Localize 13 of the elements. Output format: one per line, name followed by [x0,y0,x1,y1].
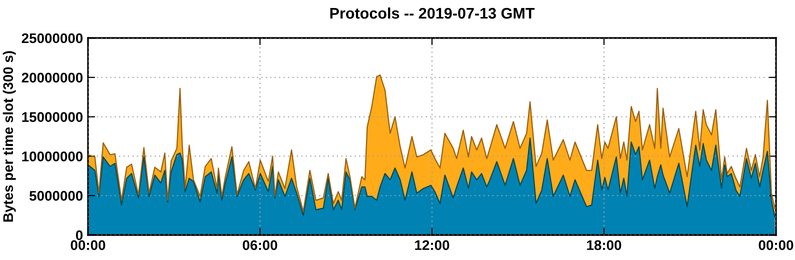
x-tick-label: 00:00 [758,240,794,250]
chart-title: Protocols -- 2019-07-13 GMT [330,7,535,19]
x-tick-label: 12:00 [415,240,450,250]
y-tick-label: 10000000 [22,152,83,162]
y-tick-label: 25000000 [22,33,83,44]
y-tick-label: 5000000 [30,190,83,201]
x-tick-label: 18:00 [587,240,622,250]
y-tick-label: 15000000 [22,112,83,122]
y-axis-title: Bytes per time slot (300 s) [2,51,16,222]
x-tick-label: 00:00 [70,240,106,250]
y-tick-label: 20000000 [22,72,83,83]
x-tick-label: 06:00 [242,240,278,250]
y-tick-label: 0 [76,230,83,240]
